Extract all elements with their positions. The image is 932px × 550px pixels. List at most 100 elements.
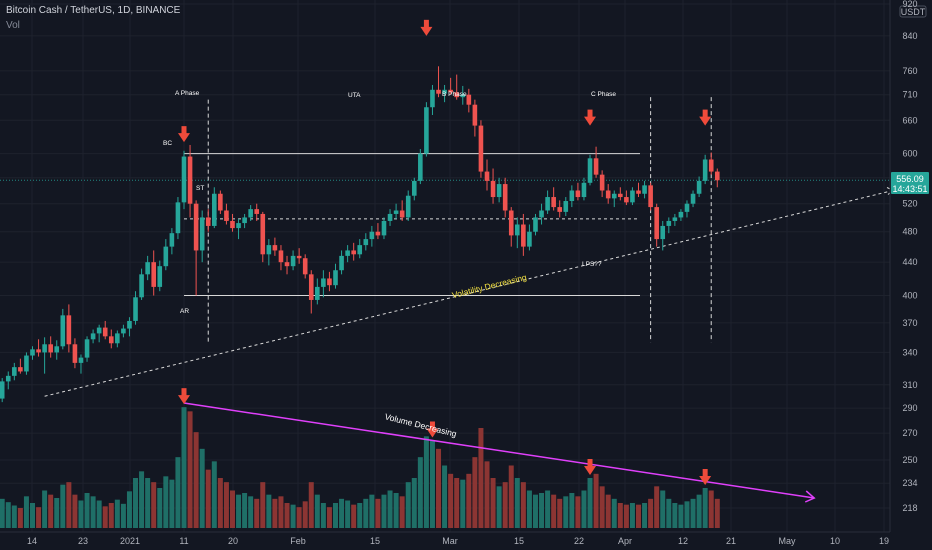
candle-body <box>636 190 641 194</box>
time-tick: 19 <box>879 536 889 546</box>
price-tick: 760 <box>902 66 917 76</box>
volume-bar <box>702 488 708 528</box>
candle-body <box>557 207 563 212</box>
candle-body <box>242 217 247 224</box>
candle-body <box>563 201 569 212</box>
candle-body <box>18 367 23 372</box>
volume-bar <box>690 498 696 528</box>
volume-bar <box>363 498 369 528</box>
volume-bar <box>460 479 466 528</box>
bc-label: BC <box>163 140 172 147</box>
candle-body <box>478 125 484 172</box>
volume-bar <box>30 503 35 528</box>
volume-bar <box>326 507 332 528</box>
ar-label: AR <box>180 308 189 315</box>
time-tick: 14 <box>27 536 37 546</box>
candle-body <box>660 225 666 240</box>
uta-label: UTA <box>348 92 361 99</box>
price-tick: 400 <box>902 291 917 301</box>
volume-bar <box>260 482 266 528</box>
candle-body <box>642 185 647 194</box>
candle-body <box>466 94 472 105</box>
candle-body <box>418 153 423 181</box>
price-arrow <box>587 109 593 118</box>
volume-bar <box>181 407 187 528</box>
candle-body <box>54 346 60 353</box>
candle-body <box>108 336 114 344</box>
volume-bar <box>187 411 193 528</box>
volume-bar <box>581 490 587 528</box>
candle-body <box>60 315 66 347</box>
candle-body <box>472 104 478 126</box>
volume-bar <box>345 500 351 528</box>
volume-bar <box>611 498 617 528</box>
volume-bar <box>193 432 199 528</box>
time-axis[interactable]: 14 23 2021 11 20 Feb 15 Mar 15 22 Apr 12 21 May 10 19 <box>0 531 932 550</box>
volume-indicator-label[interactable]: Vol <box>6 20 20 31</box>
bar-countdown: 14:43:51 <box>892 184 927 194</box>
volume-bar <box>211 461 217 528</box>
candle-body <box>690 193 696 204</box>
volume-bar <box>520 482 526 528</box>
volume-bar <box>145 478 151 528</box>
candle-body <box>199 217 205 251</box>
volume-bar <box>623 504 629 528</box>
volume-bar <box>411 478 417 528</box>
candle-body <box>430 89 435 108</box>
volume-bar <box>454 478 460 528</box>
price-tick: 234 <box>902 478 917 488</box>
candle-body <box>405 195 411 218</box>
candle-body <box>290 255 296 267</box>
volume-bar <box>545 490 551 528</box>
candle-body <box>442 89 447 94</box>
candle-body <box>393 210 399 214</box>
candle-body <box>581 182 587 198</box>
symbol-title[interactable]: Bitcoin Cash / TetherUS, 1D, BINANCE <box>6 5 181 16</box>
volume-bar <box>133 478 139 528</box>
current-price: 556.09 <box>896 174 924 184</box>
volume-bar <box>636 504 641 528</box>
b-phase-label: B Phase <box>442 91 467 98</box>
volume-bar <box>442 465 448 528</box>
candle-body <box>672 217 678 221</box>
candle-body <box>387 213 393 221</box>
candle-body <box>193 203 199 251</box>
volume-bar <box>466 473 472 528</box>
candle-body <box>569 190 575 202</box>
candle-body <box>212 193 217 226</box>
candle-body <box>333 270 338 286</box>
volume-bar <box>139 471 145 528</box>
volume-bar <box>514 478 520 528</box>
volume-bar <box>248 496 254 528</box>
volume-bar <box>84 493 90 528</box>
candle-body <box>272 245 278 251</box>
volume-bar <box>375 498 381 528</box>
candle-body <box>696 180 702 194</box>
candle-body <box>248 209 253 218</box>
volume-bar <box>423 436 429 528</box>
price-tick: 250 <box>902 455 917 465</box>
candle-body <box>508 210 514 236</box>
candle-body <box>375 231 381 236</box>
candle-body <box>496 184 502 198</box>
price-tick: 310 <box>902 380 917 390</box>
price-axis[interactable]: USDT 92084076071066060056052048044040037… <box>889 0 932 532</box>
candle-body <box>678 211 684 218</box>
time-tick: 23 <box>78 536 88 546</box>
price-arrow <box>178 133 190 143</box>
volume-bar <box>308 482 314 528</box>
volume-bar <box>314 494 320 528</box>
candle-body <box>321 278 326 287</box>
volume-bar <box>102 506 108 528</box>
candle-body <box>460 94 466 98</box>
time-tick: Feb <box>290 536 306 546</box>
candle-body <box>611 193 617 199</box>
candle-body <box>24 355 29 372</box>
candle-body <box>278 250 284 263</box>
volume-arrow <box>178 395 190 405</box>
price-arrow <box>699 116 712 126</box>
candle-body <box>0 381 5 399</box>
candle-body <box>545 197 550 211</box>
volume-bar <box>429 440 435 528</box>
